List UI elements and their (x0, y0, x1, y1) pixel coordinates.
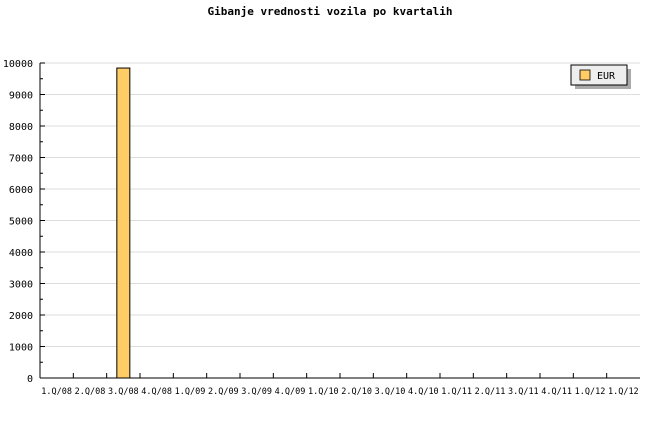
legend-label: EUR (597, 71, 616, 82)
x-tick-label: 1.Q/08 (41, 387, 72, 397)
y-tick-label: 2000 (9, 311, 33, 322)
bar (116, 67, 131, 379)
x-tick-label: 4.Q/11 (541, 387, 572, 397)
x-tick-label: 4.Q/08 (141, 387, 172, 397)
legend: EUR (570, 64, 631, 89)
x-tick-label: 4.Q/10 (408, 387, 439, 397)
y-tick-label: 6000 (9, 185, 33, 196)
y-tick-label: 3000 (9, 280, 33, 291)
y-tick-label: 5000 (9, 217, 33, 228)
x-tick-label: 1.Q/12 (575, 387, 606, 397)
x-tick-label: 1.Q/11 (441, 387, 472, 397)
x-tick-label: 1.Q/09 (175, 387, 206, 397)
y-tick-label: 0 (27, 374, 33, 385)
chart-title: Gibanje vrednosti vozila po kvartalih (207, 5, 452, 18)
y-tick-label: 8000 (9, 122, 33, 133)
y-tick-label: 10000 (3, 59, 33, 70)
x-tick-label: 1.Q/10 (308, 387, 339, 397)
x-tick-label: 2.Q/11 (475, 387, 506, 397)
legend-swatch (579, 69, 591, 81)
x-tick-label: 1.Q/12 (608, 387, 639, 397)
x-tick-label: 2.Q/09 (208, 387, 239, 397)
y-tick-label: 1000 (9, 343, 33, 354)
y-tick-label: 7000 (9, 154, 33, 165)
x-tick-label: 3.Q/10 (375, 387, 406, 397)
x-tick-label: 3.Q/11 (508, 387, 539, 397)
y-tick-label: 9000 (9, 91, 33, 102)
x-tick-label: 3.Q/08 (108, 387, 139, 397)
y-tick-label: 4000 (9, 248, 33, 259)
x-tick-label: 3.Q/09 (241, 387, 272, 397)
x-tick-label: 2.Q/08 (75, 387, 106, 397)
x-tick-label: 4.Q/09 (275, 387, 306, 397)
x-tick-label: 2.Q/10 (341, 387, 372, 397)
